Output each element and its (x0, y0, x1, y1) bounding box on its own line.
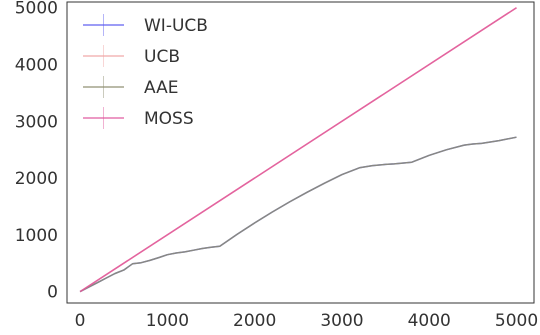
series-line-moss (79, 7, 517, 293)
x-tick-label: 0 (75, 311, 86, 331)
y-tick-label: 1000 (15, 226, 58, 246)
x-tick-label: 5000 (495, 311, 538, 331)
legend-label: AAE (144, 78, 178, 98)
x-tick-label: 1000 (146, 311, 189, 331)
legend-entry: AAE (83, 76, 178, 98)
series-layer (79, 7, 517, 293)
y-tick-label: 4000 (15, 55, 58, 75)
legend-entry: MOSS (83, 107, 194, 129)
y-tick-label: 2000 (15, 169, 58, 189)
y-axis-tick-labels: 0 1000 2000 3000 4000 5000 (15, 0, 58, 303)
legend-label: UCB (144, 47, 180, 67)
legend-label: MOSS (144, 109, 194, 129)
plot-area (66, 1, 535, 304)
legend-entry: WI-UCB (83, 14, 208, 36)
legend: WI-UCB UCB AAE MOSS (83, 14, 208, 129)
x-tick-label: 2000 (233, 311, 276, 331)
y-tick-label: 3000 (15, 112, 58, 132)
x-tick-label: 4000 (408, 311, 451, 331)
legend-entry: UCB (83, 45, 180, 67)
x-axis-tick-labels: 0 1000 2000 3000 4000 5000 (75, 311, 538, 331)
y-tick-label: 0 (47, 283, 58, 303)
x-tick-label: 3000 (320, 311, 363, 331)
series-line-aae (79, 136, 517, 293)
y-tick-label: 5000 (15, 0, 58, 19)
legend-label: WI-UCB (144, 16, 208, 36)
